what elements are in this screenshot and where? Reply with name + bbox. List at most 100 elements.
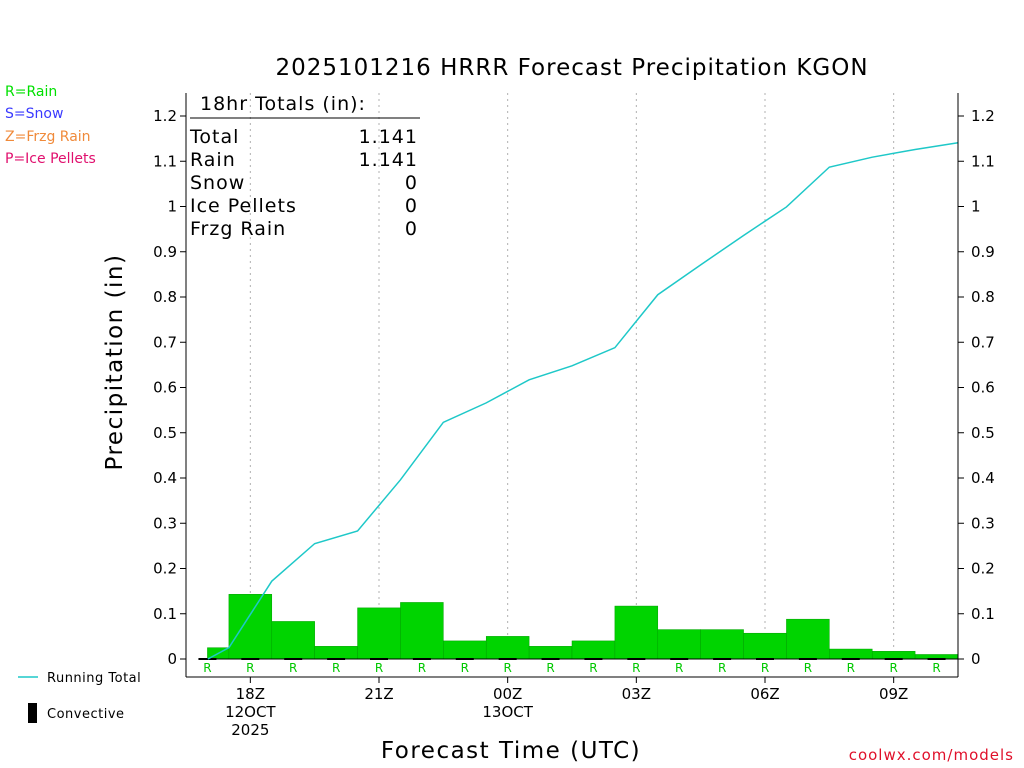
precip-bar-4 <box>357 607 401 660</box>
totals-snow-value: 0 <box>405 172 418 194</box>
precip-type-mark-15: R <box>847 661 855 675</box>
y-tick-label-left-7: 0.7 <box>153 333 177 351</box>
gridlines <box>249 93 895 659</box>
precip-bar-5 <box>400 602 444 660</box>
precip-bar-15 <box>829 648 873 660</box>
y-axis-right: 0 0.1 0.2 0.3 0.4 0.5 0.6 0.7 0.8 0.9 1 1.1 1.2 <box>958 107 995 668</box>
y-tick-label-right-12: 1.2 <box>971 107 995 125</box>
totals-total-value: 1.141 <box>359 126 418 148</box>
hourly-precip-bars <box>198 594 959 660</box>
legend-snow: S=Snow <box>5 106 63 122</box>
precip-type-mark-17: R <box>932 661 940 675</box>
precip-bar-14 <box>786 618 830 660</box>
y-tick-label-right-8: 0.8 <box>971 288 995 306</box>
x-tick-label-2-1: 13OCT <box>482 703 533 721</box>
totals-frzg-value: 0 <box>405 218 418 240</box>
y-tick-label-left-9: 0.9 <box>153 243 177 261</box>
precip-bar-7 <box>485 636 530 660</box>
legend-freezing-rain: Z=Frzg Rain <box>5 129 91 145</box>
precip-type-mark-3: R <box>332 661 340 675</box>
y-tick-label-left-12: 1.2 <box>153 107 177 125</box>
x-tick-label-1-0: 21Z <box>364 685 393 703</box>
x-tick-label-2-0: 00Z <box>493 685 522 703</box>
precip-bar-9 <box>571 640 616 660</box>
legend-ice-pellets: P=Ice Pellets <box>5 151 96 167</box>
convective-legend-label: Convective <box>47 707 125 722</box>
precip-bar-6 <box>443 640 487 660</box>
totals-rain-value: 1.141 <box>359 149 418 171</box>
y-tick-label-right-4: 0.4 <box>971 469 995 487</box>
x-tick-label-4-0: 06Z <box>750 685 779 703</box>
totals-rain-label: Rain <box>190 149 236 171</box>
y-tick-label-right-2: 0.2 <box>971 560 995 578</box>
precip-bar-11 <box>657 629 701 660</box>
precip-type-mark-9: R <box>589 661 597 675</box>
convective-legend-swatch <box>28 703 37 723</box>
precip-type-mark-1: R <box>246 661 254 675</box>
precip-type-legend: R=Rain S=Snow Z=Frzg Rain P=Ice Pellets <box>5 84 96 167</box>
y-tick-label-right-1: 0.1 <box>971 605 995 623</box>
precip-bar-13 <box>743 632 787 660</box>
precip-type-mark-8: R <box>546 661 554 675</box>
precip-type-mark-16: R <box>889 661 897 675</box>
precip-bar-12 <box>700 629 744 660</box>
y-tick-label-right-0: 0 <box>971 650 981 668</box>
totals-ice-value: 0 <box>405 195 418 217</box>
y-axis-title: Precipitation (in) <box>102 254 128 471</box>
y-tick-label-left-5: 0.5 <box>153 424 177 442</box>
precip-bar-16 <box>871 651 916 660</box>
totals-ice-label: Ice Pellets <box>190 195 297 217</box>
site-credit: coolwx.com/models <box>849 746 1014 764</box>
y-tick-label-right-11: 1.1 <box>971 152 995 170</box>
running-total-legend-label: Running Total <box>47 671 141 686</box>
precip-type-mark-5: R <box>418 661 426 675</box>
y-tick-label-right-10: 1 <box>971 198 981 216</box>
precip-bar-2 <box>271 621 315 660</box>
x-tick-label-0-1: 12OCT <box>225 703 276 721</box>
precip-type-mark-14: R <box>804 661 812 675</box>
precip-type-mark-6: R <box>461 661 469 675</box>
plot-frame <box>185 93 959 678</box>
x-tick-label-0-0: 18Z <box>236 685 265 703</box>
y-tick-label-right-3: 0.3 <box>971 514 995 532</box>
y-tick-label-right-7: 0.7 <box>971 333 995 351</box>
y-tick-label-right-5: 0.5 <box>971 424 995 442</box>
precip-type-mark-11: R <box>675 661 683 675</box>
y-tick-label-left-1: 0.1 <box>153 605 177 623</box>
precip-bar-1 <box>228 594 273 660</box>
totals-snow-label: Snow <box>190 172 245 194</box>
x-tick-label-5-0: 09Z <box>879 685 908 703</box>
y-tick-label-left-0: 0 <box>167 650 177 668</box>
precip-type-mark-7: R <box>503 661 511 675</box>
y-tick-label-left-3: 0.3 <box>153 514 177 532</box>
precip-type-mark-10: R <box>632 661 640 675</box>
precip-type-mark-12: R <box>718 661 726 675</box>
x-tick-label-0-2: 2025 <box>231 721 269 739</box>
legend-rain: R=Rain <box>5 84 57 100</box>
totals-header: 18hr Totals (in): <box>200 93 366 115</box>
precip-type-mark-2: R <box>289 661 297 675</box>
y-tick-label-left-11: 1.1 <box>153 152 177 170</box>
precip-bar-3 <box>314 646 358 660</box>
totals-box: 18hr Totals (in): Total 1.141 Rain 1.141… <box>189 93 420 240</box>
x-tick-label-3-0: 03Z <box>622 685 651 703</box>
y-tick-label-left-2: 0.2 <box>153 560 177 578</box>
precip-bar-8 <box>528 646 573 660</box>
y-tick-label-left-6: 0.6 <box>153 379 177 397</box>
y-tick-label-left-4: 0.4 <box>153 469 177 487</box>
chart-title: 2025101216 HRRR Forecast Precipitation K… <box>275 55 868 81</box>
totals-total-label: Total <box>189 126 239 148</box>
y-tick-label-right-6: 0.6 <box>971 379 995 397</box>
series-legend: Running Total Convective <box>18 671 141 723</box>
x-axis-title: Forecast Time (UTC) <box>381 738 641 764</box>
running-total-line <box>207 141 959 660</box>
precip-type-mark-4: R <box>375 661 383 675</box>
precip-bar-10 <box>614 605 659 660</box>
y-tick-label-left-8: 0.8 <box>153 288 177 306</box>
totals-frzg-label: Frzg Rain <box>190 218 286 240</box>
precip-type-mark-0: R <box>203 661 211 675</box>
precip-type-mark-13: R <box>761 661 769 675</box>
